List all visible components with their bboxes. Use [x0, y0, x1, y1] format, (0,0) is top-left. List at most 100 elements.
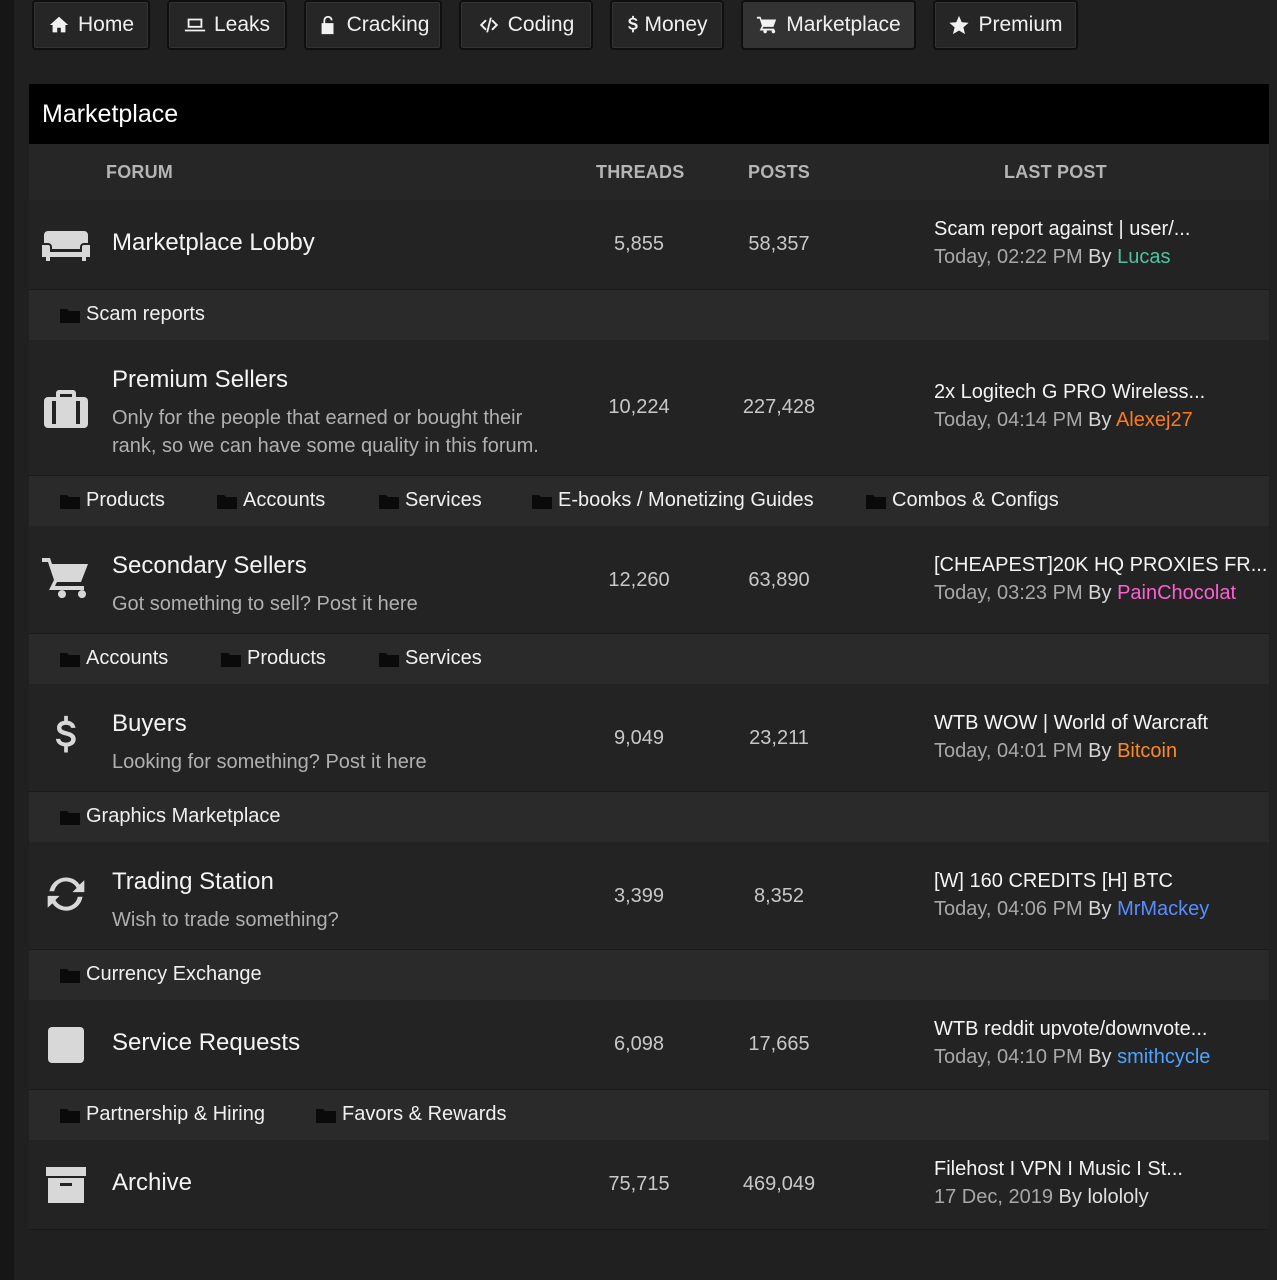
nav-label: Home [77, 13, 135, 36]
nav-money-button[interactable]: Money [610, 0, 724, 50]
subforum-link[interactable]: Services [379, 489, 482, 512]
subforum-link[interactable]: Products [60, 489, 165, 512]
last-post-user-link[interactable]: PainChocolat [1117, 582, 1237, 604]
folder-icon [60, 968, 80, 983]
last-post-user-link[interactable]: Lucas [1117, 246, 1171, 268]
last-post-user-link[interactable]: Alexej27 [1115, 409, 1193, 431]
square-icon [40, 1019, 92, 1071]
folder-icon [379, 494, 399, 509]
subforum-link[interactable]: Products [221, 647, 326, 670]
last-post-date: Today, 04:06 PM [934, 898, 1083, 920]
home-icon [48, 14, 70, 36]
cart-icon [40, 552, 92, 604]
subforum-link[interactable]: Accounts [60, 647, 168, 670]
forum-description: Wish to trade something? [112, 909, 339, 931]
by-label: By [1058, 1186, 1082, 1208]
nav-label: Leaks [213, 13, 271, 36]
last-post-meta: Today, 04:10 PM By smithcycle [934, 1046, 1210, 1069]
star-icon [948, 14, 970, 36]
threads-count: 10,224 [608, 396, 670, 418]
forum-title-link[interactable]: Marketplace Lobby [112, 229, 315, 256]
subforum-link[interactable]: Combos & Configs [866, 489, 1059, 512]
subforum-link[interactable]: Currency Exchange [60, 963, 262, 986]
forum-row: Trading Station Wish to trade something?… [29, 842, 1269, 950]
last-post-date: Today, 04:14 PM [934, 409, 1083, 431]
forum-title-link[interactable]: Service Requests [112, 1029, 301, 1056]
last-post-date: Today, 03:23 PM [934, 582, 1083, 604]
forum-row: Secondary Sellers Got something to sell?… [29, 526, 1269, 634]
subforum-link[interactable]: Partnership & Hiring [60, 1103, 265, 1126]
archive-icon [40, 1159, 92, 1211]
threads-count: 75,715 [608, 1173, 670, 1195]
subforum-bar: Partnership & Hiring Favors & Rewards [29, 1090, 1269, 1140]
dollar-icon [40, 710, 92, 762]
last-post-link[interactable]: [CHEAPEST]20K HQ PROXIES FR... [934, 554, 1268, 576]
nav-cracking-button[interactable]: Cracking [304, 0, 442, 50]
last-post-link[interactable]: 2x Logitech G PRO Wireless... [934, 381, 1206, 403]
posts-count: 227,428 [742, 396, 816, 418]
subforum-bar: Products Accounts Services E-books / Mon… [29, 476, 1269, 526]
forum-panel: Marketplace FORUM THREADS POSTS LAST POS… [29, 84, 1269, 1230]
subforum-link[interactable]: Accounts [217, 489, 325, 512]
forum-title-link[interactable]: Secondary Sellers [112, 552, 307, 579]
last-post-user-link[interactable]: MrMackey [1117, 898, 1210, 920]
folder-icon [221, 652, 241, 667]
last-post-meta: Today, 02:22 PM By Lucas [934, 246, 1170, 269]
folder-icon [60, 494, 80, 509]
last-post-link[interactable]: WTB reddit upvote/downvote... [934, 1018, 1208, 1040]
forum-title-link[interactable]: Trading Station [112, 868, 274, 895]
subforum-bar: Graphics Marketplace [29, 792, 1269, 842]
posts-count: 63,890 [748, 569, 810, 591]
folder-icon [60, 810, 80, 825]
nav-coding-button[interactable]: Coding [459, 0, 593, 50]
threads-count: 5,855 [613, 233, 665, 255]
last-post-link[interactable]: Scam report against | user/... [934, 218, 1191, 240]
forum-description: Only for the people that earned or bough… [112, 407, 539, 457]
col-threads: THREADS [596, 162, 685, 182]
subforum-link[interactable]: Scam reports [60, 303, 205, 326]
panel-title: Marketplace [29, 84, 1269, 144]
posts-count: 23,211 [749, 727, 809, 749]
by-label: By [1088, 246, 1112, 268]
folder-icon [866, 494, 886, 509]
nav-home-button[interactable]: Home [32, 0, 150, 50]
nav-leaks-button[interactable]: Leaks [167, 0, 287, 50]
posts-count: 17,665 [748, 1033, 810, 1055]
forum-description: Looking for something? Post it here [112, 751, 427, 773]
nav-premium-button[interactable]: Premium [933, 0, 1078, 50]
nav-label: Cracking [346, 13, 430, 36]
last-post-user-link[interactable]: smithcycle [1117, 1046, 1211, 1068]
forum-title-link[interactable]: Buyers [112, 710, 187, 737]
forum-row: Marketplace Lobby 5,855 58,357 Scam repo… [29, 200, 1269, 290]
by-label: By [1088, 898, 1112, 920]
subforum-link[interactable]: E-books / Monetizing Guides [532, 489, 814, 512]
nav-marketplace-button[interactable]: Marketplace [741, 0, 916, 50]
col-posts: POSTS [748, 162, 811, 182]
by-label: By [1088, 1046, 1112, 1068]
last-post-user-link[interactable]: Bitcoin [1117, 740, 1178, 762]
forum-title-link[interactable]: Premium Sellers [112, 366, 289, 393]
last-post-date: Today, 04:10 PM [934, 1046, 1083, 1068]
last-post-link[interactable]: Filehost I VPN I Music I St... [934, 1158, 1183, 1180]
threads-count: 6,098 [613, 1033, 665, 1055]
forum-title-link[interactable]: Archive [112, 1169, 193, 1196]
subforum-link[interactable]: Graphics Marketplace [60, 805, 281, 828]
last-post-date: Today, 02:22 PM [934, 246, 1083, 268]
by-label: By [1088, 409, 1112, 431]
subforum-bar: Currency Exchange [29, 950, 1269, 1000]
last-post-meta: Today, 04:14 PM By Alexej27 [934, 409, 1193, 432]
posts-count: 8,352 [753, 885, 805, 907]
last-post-link[interactable]: [W] 160 CREDITS [H] BTC [934, 870, 1173, 892]
dollar-icon [626, 14, 640, 36]
last-post-user-link[interactable]: lolololy [1087, 1186, 1149, 1208]
posts-count: 58,357 [748, 233, 810, 255]
folder-icon [60, 308, 80, 323]
threads-count: 12,260 [608, 569, 670, 591]
refresh-icon [40, 868, 92, 920]
col-last-post: LAST POST [1004, 162, 1107, 182]
subforum-link[interactable]: Services [379, 647, 482, 670]
last-post-link[interactable]: WTB WOW | World of Warcraft [934, 712, 1209, 734]
forum-row: Premium Sellers Only for the people that… [29, 340, 1269, 476]
threads-count: 9,049 [613, 727, 665, 749]
subforum-link[interactable]: Favors & Rewards [316, 1103, 507, 1126]
